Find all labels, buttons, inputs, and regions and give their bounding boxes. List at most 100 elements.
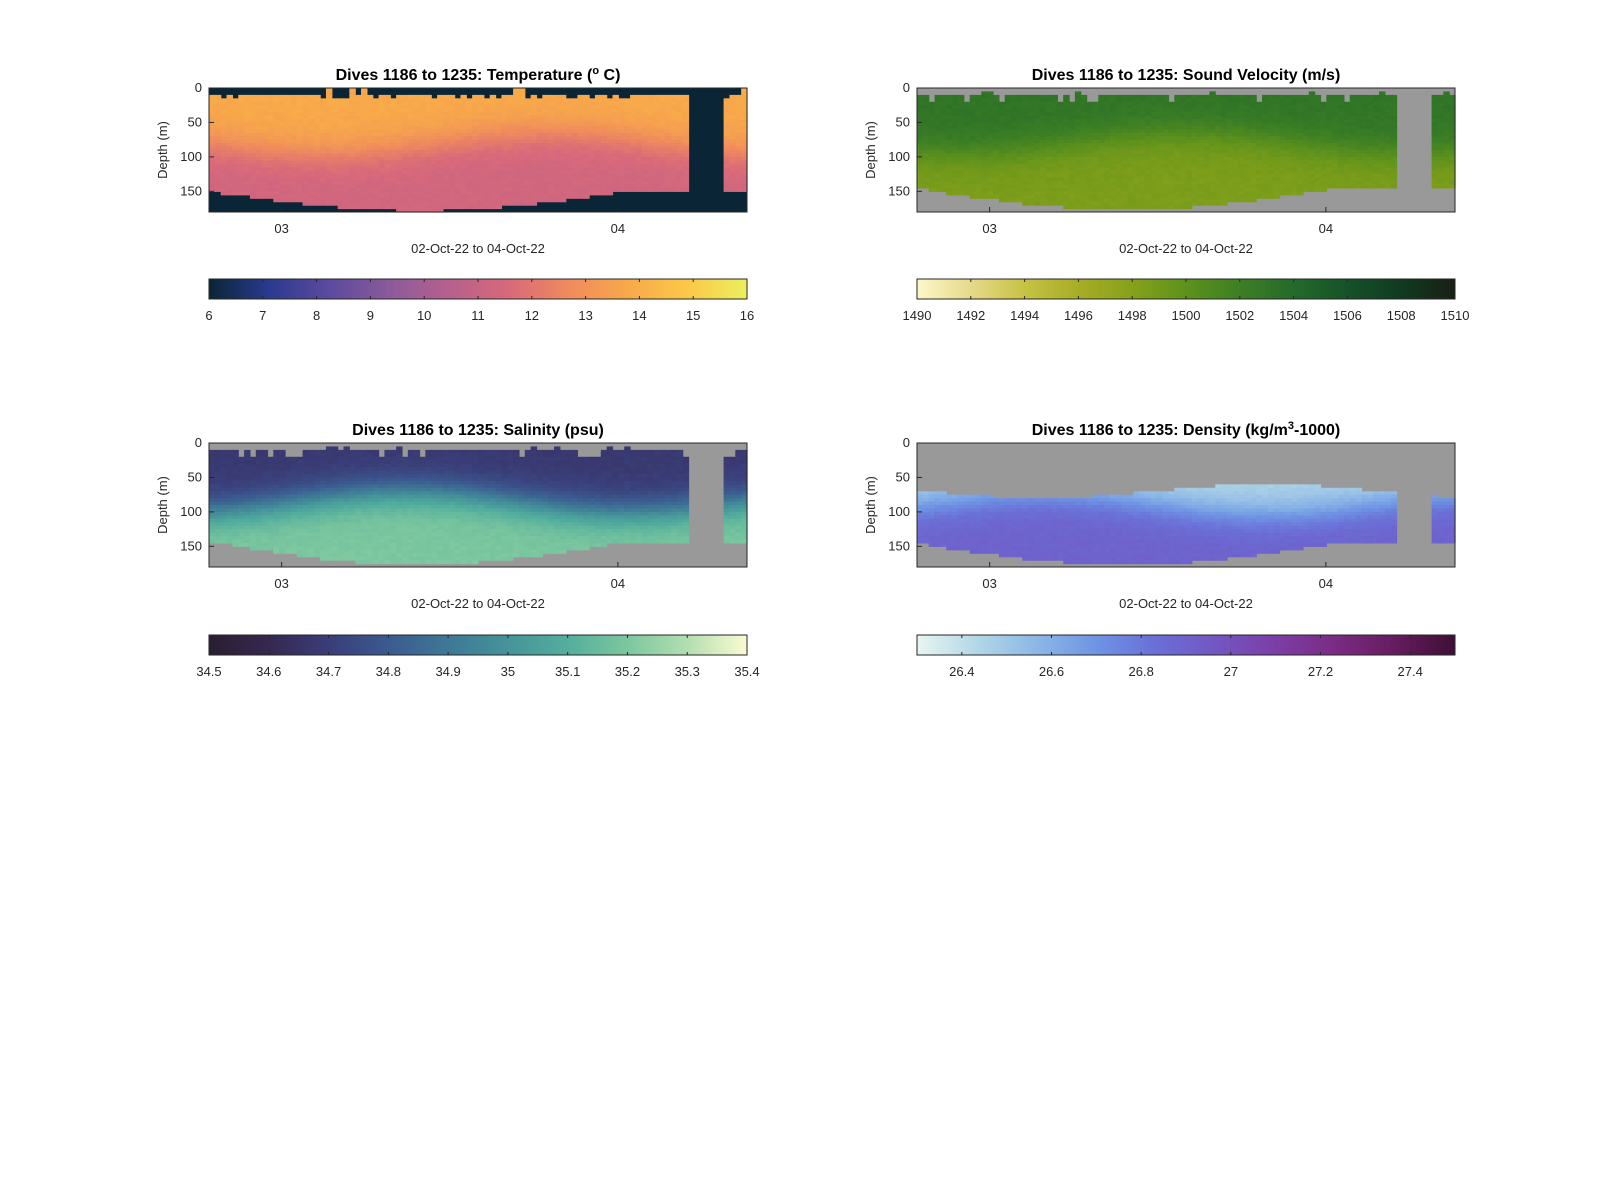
heatmap-cell: [536, 129, 543, 134]
heatmap-cell: [413, 156, 421, 161]
heatmap-cell: [1133, 160, 1140, 165]
heatmap-cell: [255, 174, 263, 179]
heatmap-cell: [501, 115, 508, 120]
heatmap-cell: [1109, 146, 1117, 151]
heatmap-cell: [255, 153, 263, 158]
heatmap-cell: [249, 153, 257, 158]
heatmap-cell: [361, 132, 368, 137]
heatmap-cell: [1256, 105, 1263, 110]
heatmap-cell: [594, 112, 602, 117]
heatmap-cell: [1016, 170, 1023, 175]
heatmap-cell: [600, 167, 608, 172]
heatmap-cell: [1320, 167, 1327, 172]
heatmap-cell: [349, 167, 356, 172]
heatmap-cell: [1010, 101, 1018, 106]
heatmap-cell: [957, 170, 965, 175]
heatmap-cell: [682, 132, 690, 137]
heatmap-cell: [653, 136, 660, 141]
heatmap-cell: [1145, 191, 1152, 196]
heatmap-cell: [1267, 98, 1275, 103]
heatmap-cell: [442, 146, 450, 151]
heatmap-cell: [1133, 139, 1140, 144]
heatmap-cell: [460, 184, 467, 189]
heatmap-cell: [1238, 150, 1246, 155]
heatmap-cell: [641, 153, 649, 158]
heatmap-cell: [559, 156, 567, 161]
heatmap-cell: [1057, 201, 1064, 206]
heatmap-cell: [325, 150, 333, 155]
heatmap-cell: [1045, 98, 1053, 103]
heatmap-cell: [1139, 115, 1146, 120]
heatmap-cell: [1063, 132, 1070, 137]
heatmap-cell: [366, 187, 374, 192]
heatmap-cell: [495, 160, 502, 165]
heatmap-cell: [1256, 146, 1263, 151]
heatmap-cell: [314, 136, 321, 141]
heatmap-cell: [606, 108, 614, 113]
heatmap-cell: [1098, 163, 1105, 168]
heatmap-cell: [987, 136, 994, 141]
heatmap-cell: [472, 94, 479, 99]
heatmap-cell: [1338, 146, 1345, 151]
heatmap-cell: [518, 136, 526, 141]
heatmap-cell: [571, 143, 579, 148]
heatmap-cell: [647, 170, 655, 175]
heatmap-cell: [1203, 167, 1210, 172]
heatmap-cell: [653, 150, 660, 155]
heatmap-cell: [1221, 153, 1228, 158]
heatmap-cell: [390, 174, 397, 179]
heatmap-cell: [390, 163, 397, 168]
heatmap-cell: [670, 160, 678, 165]
heatmap-cell: [952, 94, 959, 99]
heatmap-cell: [577, 191, 584, 196]
heatmap-cell: [940, 136, 947, 141]
heatmap-cell: [267, 194, 274, 199]
heatmap-cell: [1197, 119, 1205, 124]
heatmap-cell: [559, 198, 567, 203]
heatmap-cell: [349, 146, 356, 151]
heatmap-cell: [1139, 191, 1146, 196]
heatmap-cell: [723, 139, 731, 144]
heatmap-cell: [366, 112, 374, 117]
heatmap-cell: [454, 194, 462, 199]
heatmap-cell: [1139, 198, 1146, 203]
heatmap-cell: [554, 194, 561, 199]
heatmap-cell: [1092, 201, 1099, 206]
heatmap-cell: [407, 101, 415, 106]
heatmap-cell: [1051, 150, 1058, 155]
heatmap-cell: [460, 205, 467, 210]
heatmap-cell: [396, 143, 403, 148]
heatmap-cell: [1127, 187, 1134, 192]
heatmap-cell: [571, 167, 579, 172]
heatmap-cell: [407, 177, 415, 182]
heatmap-cell: [337, 112, 345, 117]
heatmap-cell: [665, 108, 672, 113]
heatmap-cell: [1285, 160, 1292, 165]
heatmap-cell: [1092, 122, 1099, 127]
heatmap-cell: [296, 153, 304, 158]
y-axis-label: Depth (m): [155, 121, 170, 179]
heatmap-cell: [1221, 122, 1228, 127]
heatmap-cell: [1074, 156, 1082, 161]
heatmap-cell: [1279, 94, 1287, 99]
heatmap-cell: [1349, 94, 1357, 99]
heatmap-cell: [1139, 125, 1146, 130]
heatmap-cell: [431, 150, 438, 155]
heatmap-cell: [1232, 153, 1240, 158]
heatmap-cell: [267, 181, 274, 186]
heatmap-cell: [1203, 119, 1210, 124]
heatmap-cell: [285, 156, 292, 161]
heatmap-cell: [1039, 125, 1047, 130]
heatmap-cell: [676, 101, 684, 106]
heatmap-cell: [1197, 139, 1205, 144]
heatmap-cell: [1291, 170, 1298, 175]
heatmap-cell: [665, 163, 672, 168]
heatmap-cell: [1244, 146, 1251, 151]
heatmap-cell: [1326, 150, 1333, 155]
heatmap-cell: [1308, 174, 1316, 179]
heatmap-cell: [442, 170, 450, 175]
heatmap-cell: [209, 174, 216, 179]
heatmap-cell: [483, 177, 491, 182]
heatmap-cell: [454, 163, 462, 168]
heatmap-cell: [1308, 132, 1316, 137]
